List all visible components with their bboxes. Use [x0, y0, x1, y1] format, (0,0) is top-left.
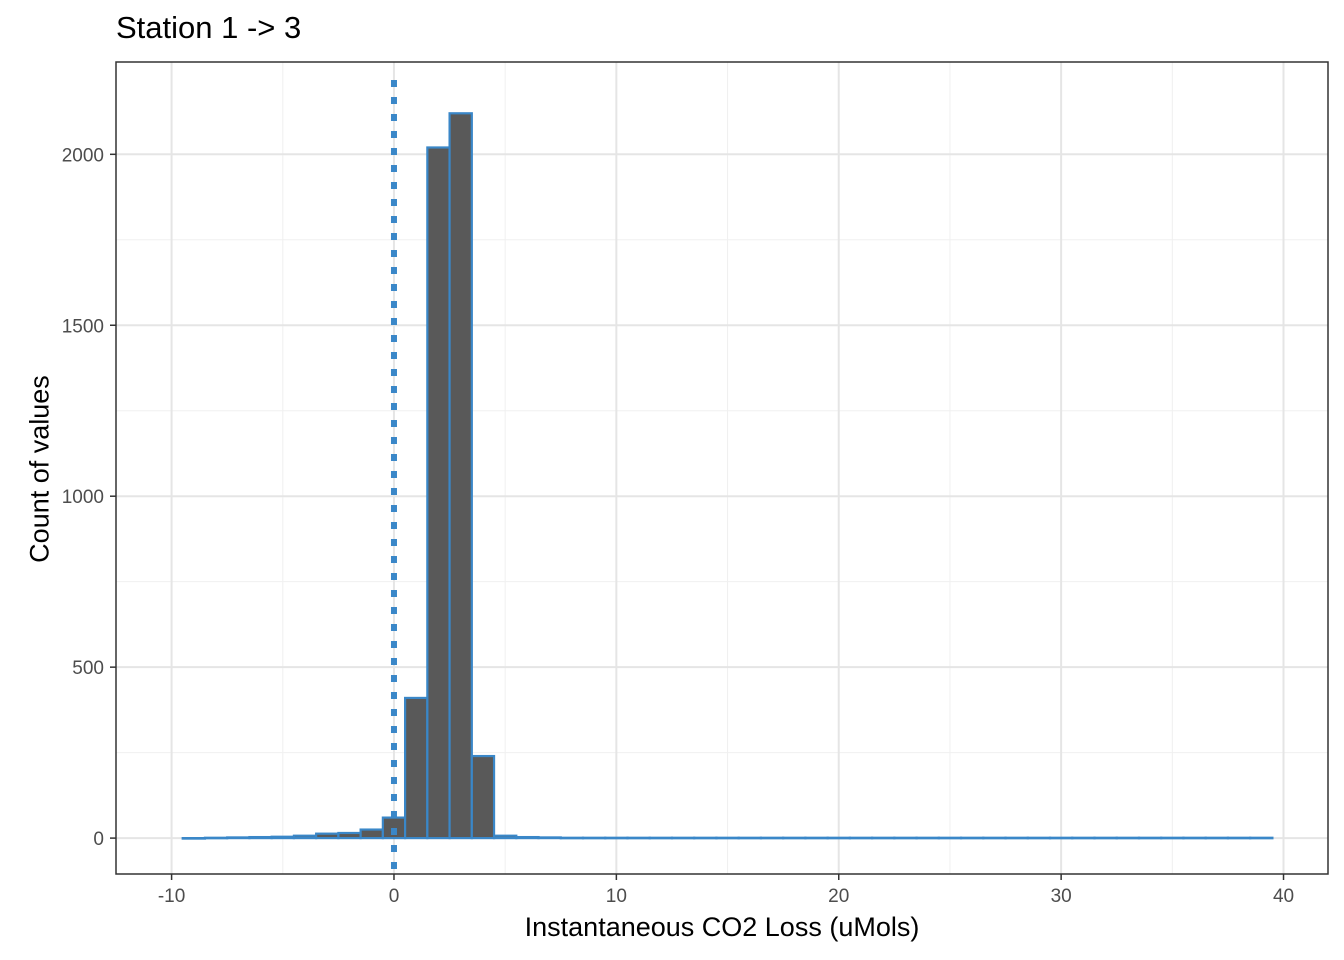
- histogram-bar: [1026, 836, 1052, 840]
- histogram-bar: [426, 146, 451, 840]
- histogram-bar: [381, 816, 407, 840]
- histogram-bar: [537, 836, 562, 840]
- plot-border: [115, 61, 1329, 875]
- histogram-bar: [1093, 836, 1118, 840]
- x-axis-label: Instantaneous CO2 Loss (uMols): [524, 912, 920, 942]
- histogram-bar: [1160, 836, 1185, 840]
- x-tick-label: 40: [1273, 886, 1294, 907]
- histogram-bar: [1071, 836, 1096, 840]
- histogram-bar: [203, 836, 229, 840]
- histogram-bar: [448, 112, 473, 840]
- histogram-bar: [315, 832, 340, 840]
- histogram-bar: [1249, 836, 1274, 840]
- histogram-bar: [670, 836, 696, 840]
- histogram-bar: [915, 836, 940, 840]
- histogram-bar: [937, 836, 963, 840]
- histogram-bar: [715, 836, 740, 840]
- histogram-bar: [759, 836, 785, 840]
- histogram-bar: [292, 834, 318, 840]
- histogram-bar: [1204, 836, 1230, 840]
- histogram-bar: [559, 836, 585, 840]
- y-tick-label: 500: [72, 658, 104, 679]
- y-tick-label: 0: [93, 829, 104, 850]
- histogram-bar: [359, 828, 384, 840]
- chart-title: Station 1 -> 3: [116, 10, 302, 45]
- x-tick-label: -10: [158, 886, 185, 907]
- histogram-bar: [1226, 836, 1252, 840]
- histogram-bar: [515, 835, 540, 840]
- histogram-bar: [492, 834, 518, 840]
- histogram-bar: [581, 836, 607, 840]
- y-tick-label: 1000: [62, 487, 104, 508]
- histogram-bar: [693, 836, 718, 840]
- histogram-bar: [470, 754, 496, 840]
- histogram-bar: [826, 836, 851, 840]
- y-tick-label: 2000: [62, 145, 104, 166]
- histogram-bar: [404, 696, 429, 840]
- x-tick-label: 20: [828, 886, 849, 907]
- y-tick-label: 1500: [62, 316, 104, 337]
- histogram-bar: [804, 836, 829, 840]
- histogram-bar: [1004, 836, 1029, 840]
- histogram-bar: [1048, 836, 1074, 840]
- histogram-bar: [626, 836, 651, 840]
- histogram-bar: [604, 836, 629, 840]
- histogram-bar: [982, 836, 1007, 840]
- x-tick-label: 0: [389, 886, 400, 907]
- histogram-bar: [848, 836, 874, 840]
- x-tick-label: 30: [1051, 886, 1072, 907]
- histogram-bar: [248, 835, 273, 840]
- histogram-bar: [1182, 836, 1207, 840]
- histogram-bar: [893, 836, 918, 840]
- x-tick-label: 10: [606, 886, 627, 907]
- histogram-bar: [337, 831, 362, 840]
- histogram-bar: [226, 836, 251, 840]
- histogram-bar: [270, 835, 296, 840]
- histogram-bar: [1115, 836, 1141, 840]
- histogram-bar: [782, 836, 807, 840]
- histogram-bar: [181, 837, 207, 840]
- plot-panel: [116, 62, 1328, 874]
- histogram-bar: [871, 836, 896, 840]
- histogram-bar: [648, 836, 674, 840]
- histogram-bar: [737, 836, 763, 840]
- histogram-bar: [1137, 836, 1163, 840]
- histogram-bar: [959, 836, 985, 840]
